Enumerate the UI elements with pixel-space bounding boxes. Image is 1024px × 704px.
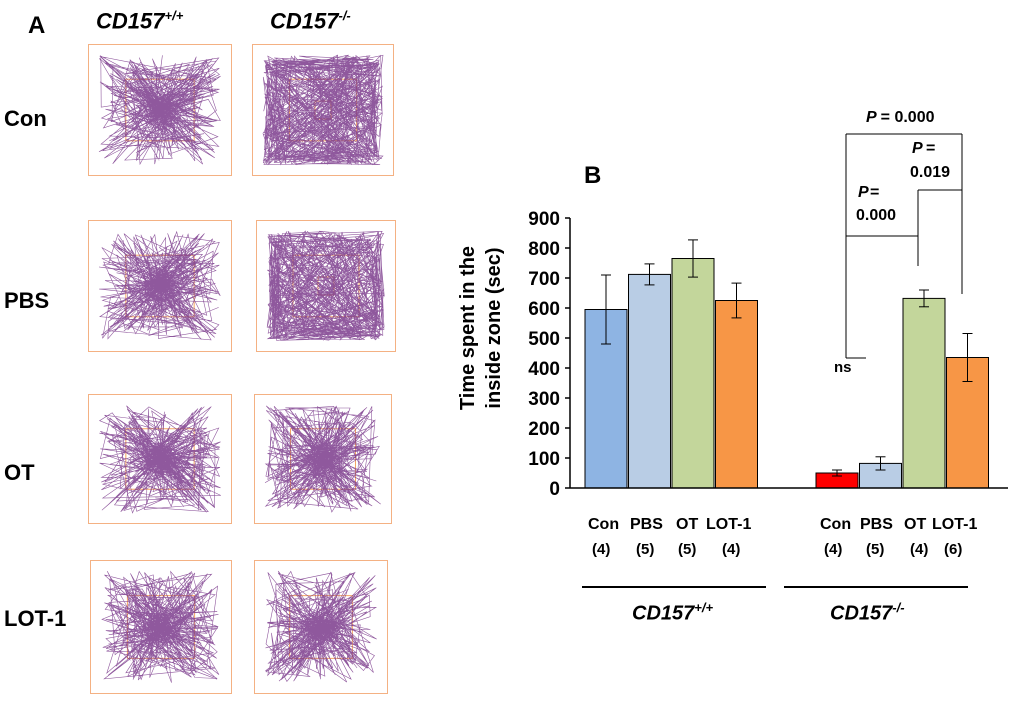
- error-bar-ko-pbs: [875, 456, 886, 471]
- error-bar-ko-con: [832, 469, 842, 477]
- significance-brackets: [845, 133, 963, 359]
- column-header-wildtype-base: CD157: [96, 8, 165, 34]
- error-bars: [601, 239, 973, 477]
- y-tick-label: 0: [549, 479, 560, 500]
- x-label-wt-lot1: LOT-1: [706, 516, 752, 533]
- p-con-ot-value: 0.000: [856, 207, 896, 224]
- arena-knockout-con: [252, 44, 394, 176]
- group-label-wildtype-base: CD157: [632, 602, 695, 625]
- bars: [584, 258, 989, 489]
- svg-text:P: P: [858, 184, 869, 201]
- n-ko-ot: (4): [910, 541, 929, 558]
- p-value-con-ot: P = 0.000: [856, 184, 896, 224]
- p-top-label: P: [866, 109, 877, 126]
- bar-wt-pbs: [628, 273, 671, 489]
- n-ko-lot1: (6): [944, 541, 963, 558]
- row-label-con: Con: [4, 106, 47, 131]
- n-wt-con: (4): [592, 541, 611, 558]
- row-label-lot1: LOT-1: [4, 606, 67, 631]
- track-trace: [262, 54, 384, 166]
- bar-wt-lot-1: [715, 300, 758, 489]
- y-ticks: 0 100 200 300 400 500 600 700 800 900: [528, 209, 570, 500]
- column-header-knockout-sup: -/-: [338, 8, 351, 23]
- n-ko-con: (4): [824, 541, 843, 558]
- track-trace: [98, 55, 221, 166]
- y-tick-label: 200: [528, 419, 560, 440]
- arena-knockout-lot1: [254, 560, 388, 694]
- track-trace: [265, 570, 378, 683]
- column-header-knockout-base: CD157: [270, 8, 339, 34]
- error-bar-ko-ot: [919, 289, 929, 308]
- error-bar-wt-ot: [688, 239, 698, 278]
- panel-b-letter: B: [584, 162, 602, 189]
- track-trace: [98, 230, 221, 341]
- p-value-ot-lot: P = 0.019: [910, 140, 950, 181]
- p-value-top: P = 0.000: [866, 109, 935, 126]
- track-trace: [98, 405, 221, 514]
- p-top-value: = 0.000: [881, 109, 935, 126]
- error-bar-ko-lot-1: [962, 333, 973, 382]
- row-label-ot: OT: [4, 460, 35, 485]
- group-label-knockout-base: CD157: [830, 602, 893, 625]
- arena-knockout-ot: [254, 394, 392, 524]
- row-label-pbs: PBS: [4, 288, 50, 313]
- arena-wildtype-con: [88, 44, 232, 176]
- x-label-ko-ot: OT: [904, 516, 927, 533]
- track-trace: [266, 230, 385, 341]
- y-tick-label: 100: [528, 449, 560, 470]
- svg-text:P: P: [912, 140, 923, 157]
- track-trace: [101, 570, 220, 683]
- n-wt-pbs: (5): [636, 541, 655, 558]
- group-underline-knockout: [784, 586, 968, 588]
- svg-text:P= 0.000: P = 0.000: [866, 109, 935, 126]
- bar-ko-ot: [902, 297, 946, 489]
- p-ot-lot-label: P: [912, 140, 923, 157]
- p-con-ot-label: P: [858, 184, 869, 201]
- group-label-knockout: CD157-/-: [830, 600, 905, 626]
- group-label-wildtype: CD157+/+: [632, 600, 713, 626]
- x-label-ko-con: Con: [820, 516, 852, 533]
- x-label-wt-pbs: PBS: [630, 516, 663, 533]
- group-underline-wildtype: [582, 586, 766, 588]
- arena-knockout-pbs: [256, 220, 396, 352]
- bar-wt-ot: [671, 258, 715, 489]
- p-con-ot-eq: =: [870, 184, 879, 201]
- y-tick-label: 400: [528, 359, 560, 380]
- x-label-ko-lot1: LOT-1: [932, 516, 978, 533]
- y-tick-label: 900: [528, 209, 560, 230]
- arena-wildtype-pbs: [88, 220, 232, 352]
- error-bar-wt-lot-1: [731, 282, 742, 319]
- y-axis-title-line1: Time spent in the: [457, 246, 479, 410]
- n-wt-lot1: (4): [722, 541, 741, 558]
- p-ot-lot-value: 0.019: [910, 164, 950, 181]
- ns-label: ns: [834, 359, 852, 376]
- column-header-wildtype: CD157+/+: [96, 8, 183, 34]
- group-label-knockout-sup: -/-: [892, 600, 905, 615]
- column-header-knockout: CD157-/-: [270, 8, 351, 34]
- y-axis-title-line2: inside zone (sec): [483, 247, 505, 408]
- column-header-wildtype-sup: +/+: [164, 8, 184, 23]
- y-tick-label: 500: [528, 329, 560, 350]
- y-tick-label: 600: [528, 299, 560, 320]
- error-bar-wt-con: [601, 274, 611, 345]
- n-ko-pbs: (5): [866, 541, 885, 558]
- arena-wildtype-lot1: [90, 560, 232, 694]
- p-ot-lot-eq: =: [926, 140, 935, 157]
- svg-text:=: =: [870, 184, 879, 201]
- error-bar-wt-pbs: [644, 263, 655, 286]
- y-tick-label: 700: [528, 269, 560, 290]
- y-tick-label: 300: [528, 389, 560, 410]
- bar-chart: Time spent in the inside zone (sec) 0 100…: [457, 109, 1008, 500]
- x-label-wt-ot: OT: [676, 516, 699, 533]
- n-wt-ot: (5): [678, 541, 697, 558]
- x-label-ko-pbs: PBS: [860, 516, 893, 533]
- x-label-wt-con: Con: [588, 516, 620, 533]
- panel-a-letter: A: [28, 12, 46, 39]
- group-label-wildtype-sup: +/+: [694, 600, 714, 615]
- arena-wildtype-ot: [88, 394, 232, 524]
- track-trace: [264, 405, 381, 513]
- y-tick-label: 800: [528, 239, 560, 260]
